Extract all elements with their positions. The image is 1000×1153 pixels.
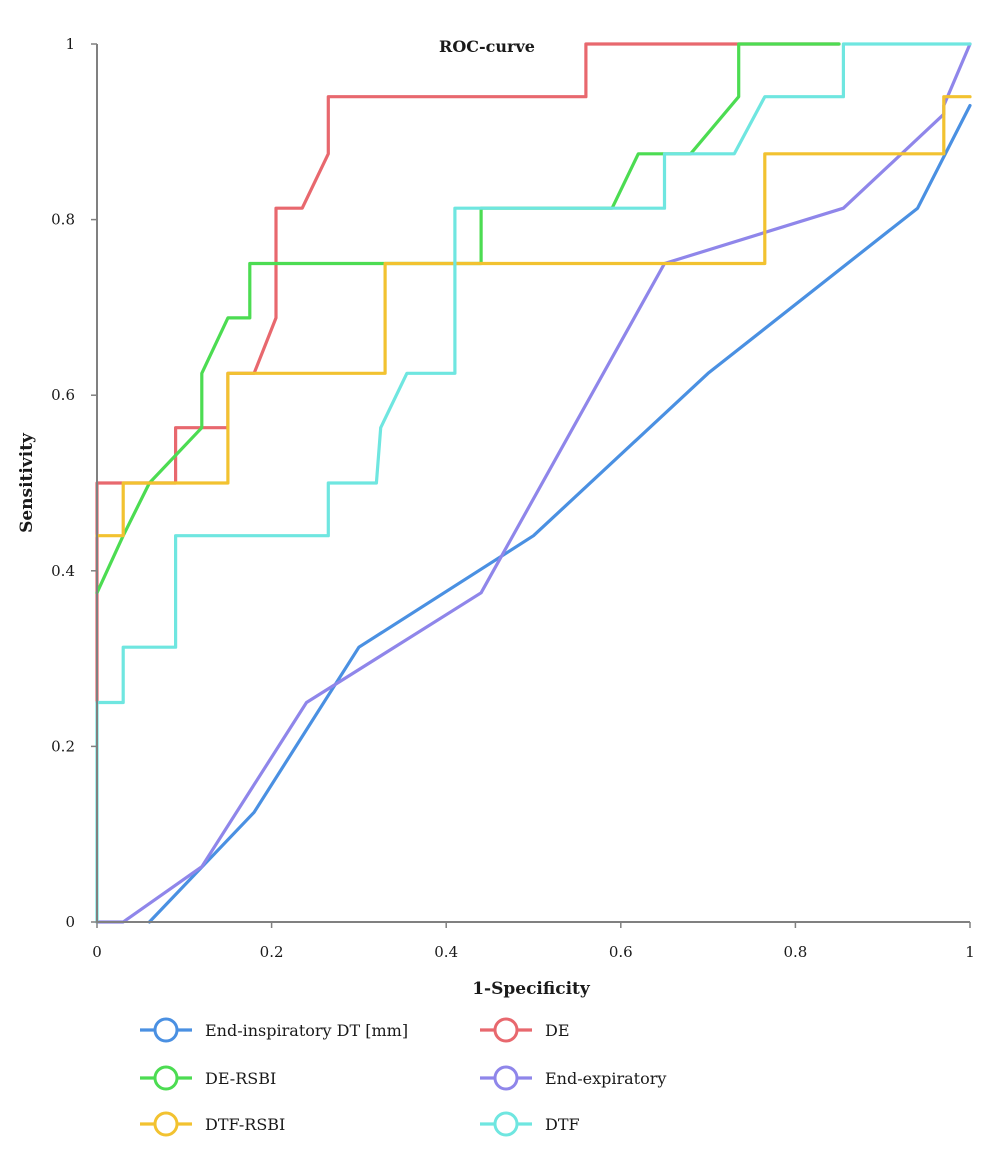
legend-marker [495, 1019, 517, 1041]
legend-label: End-inspiratory DT [mm] [205, 1021, 408, 1040]
legend-marker [155, 1113, 177, 1135]
legend-marker [495, 1067, 517, 1089]
legend-marker [155, 1067, 177, 1089]
legend-item: DTF [480, 1113, 580, 1135]
legend-item: End-inspiratory DT [mm] [140, 1019, 408, 1041]
legend-item: End-expiratory [480, 1067, 666, 1089]
legend-marker [155, 1019, 177, 1041]
x-axis-title: 1-Specificity [472, 979, 591, 999]
x-tick-label: 0.6 [609, 943, 633, 961]
roc-chart: 0 0.2 0.4 0.6 0.8 1 0 0.2 0.4 0.6 0.8 1 ROC-curve 1… [0, 0, 1000, 1148]
y-tick-label: 0.4 [51, 562, 75, 580]
series-line-de [97, 44, 839, 703]
legend-marker [495, 1113, 517, 1135]
y-tick-label: 1 [65, 35, 75, 53]
legend: End-inspiratory DT [mm] DE DE-RSBI End-expi… [140, 1019, 666, 1135]
roc-chart-svg: 0 0.2 0.4 0.6 0.8 1 0 0.2 0.4 0.6 0.8 1 ROC-curve 1… [0, 0, 1000, 1148]
series-line-end-inspiratory-dt-mm [149, 106, 970, 923]
legend-item: DE-RSBI [140, 1067, 276, 1089]
x-tick-label: 0 [92, 943, 102, 961]
series-line-dtf-rsbi [97, 97, 970, 536]
x-tick-label: 0.8 [783, 943, 807, 961]
legend-item: DTF-RSBI [140, 1113, 285, 1135]
chart-title: ROC-curve [439, 37, 535, 56]
x-tick-label: 1 [965, 943, 975, 961]
series-line-de-rsbi [97, 44, 839, 593]
y-tick-label: 0 [65, 913, 75, 931]
x-tick-label: 0.4 [434, 943, 458, 961]
legend-label: DE [545, 1021, 570, 1040]
x-tick-label: 0.2 [260, 943, 284, 961]
legend-label: DTF [545, 1115, 580, 1134]
y-tick-label: 0.2 [51, 737, 75, 755]
y-axis-title: Sensitivity [17, 432, 37, 533]
legend-label: End-expiratory [545, 1069, 666, 1088]
legend-label: DTF-RSBI [205, 1115, 285, 1134]
legend-label: DE-RSBI [205, 1069, 276, 1088]
y-tick-label: 0.8 [51, 211, 75, 229]
ticks: 0 0.2 0.4 0.6 0.8 1 0 0.2 0.4 0.6 0.8 1 [51, 35, 975, 961]
y-tick-label: 0.6 [51, 386, 75, 404]
plot-area [97, 44, 970, 922]
legend-item: DE [480, 1019, 570, 1041]
